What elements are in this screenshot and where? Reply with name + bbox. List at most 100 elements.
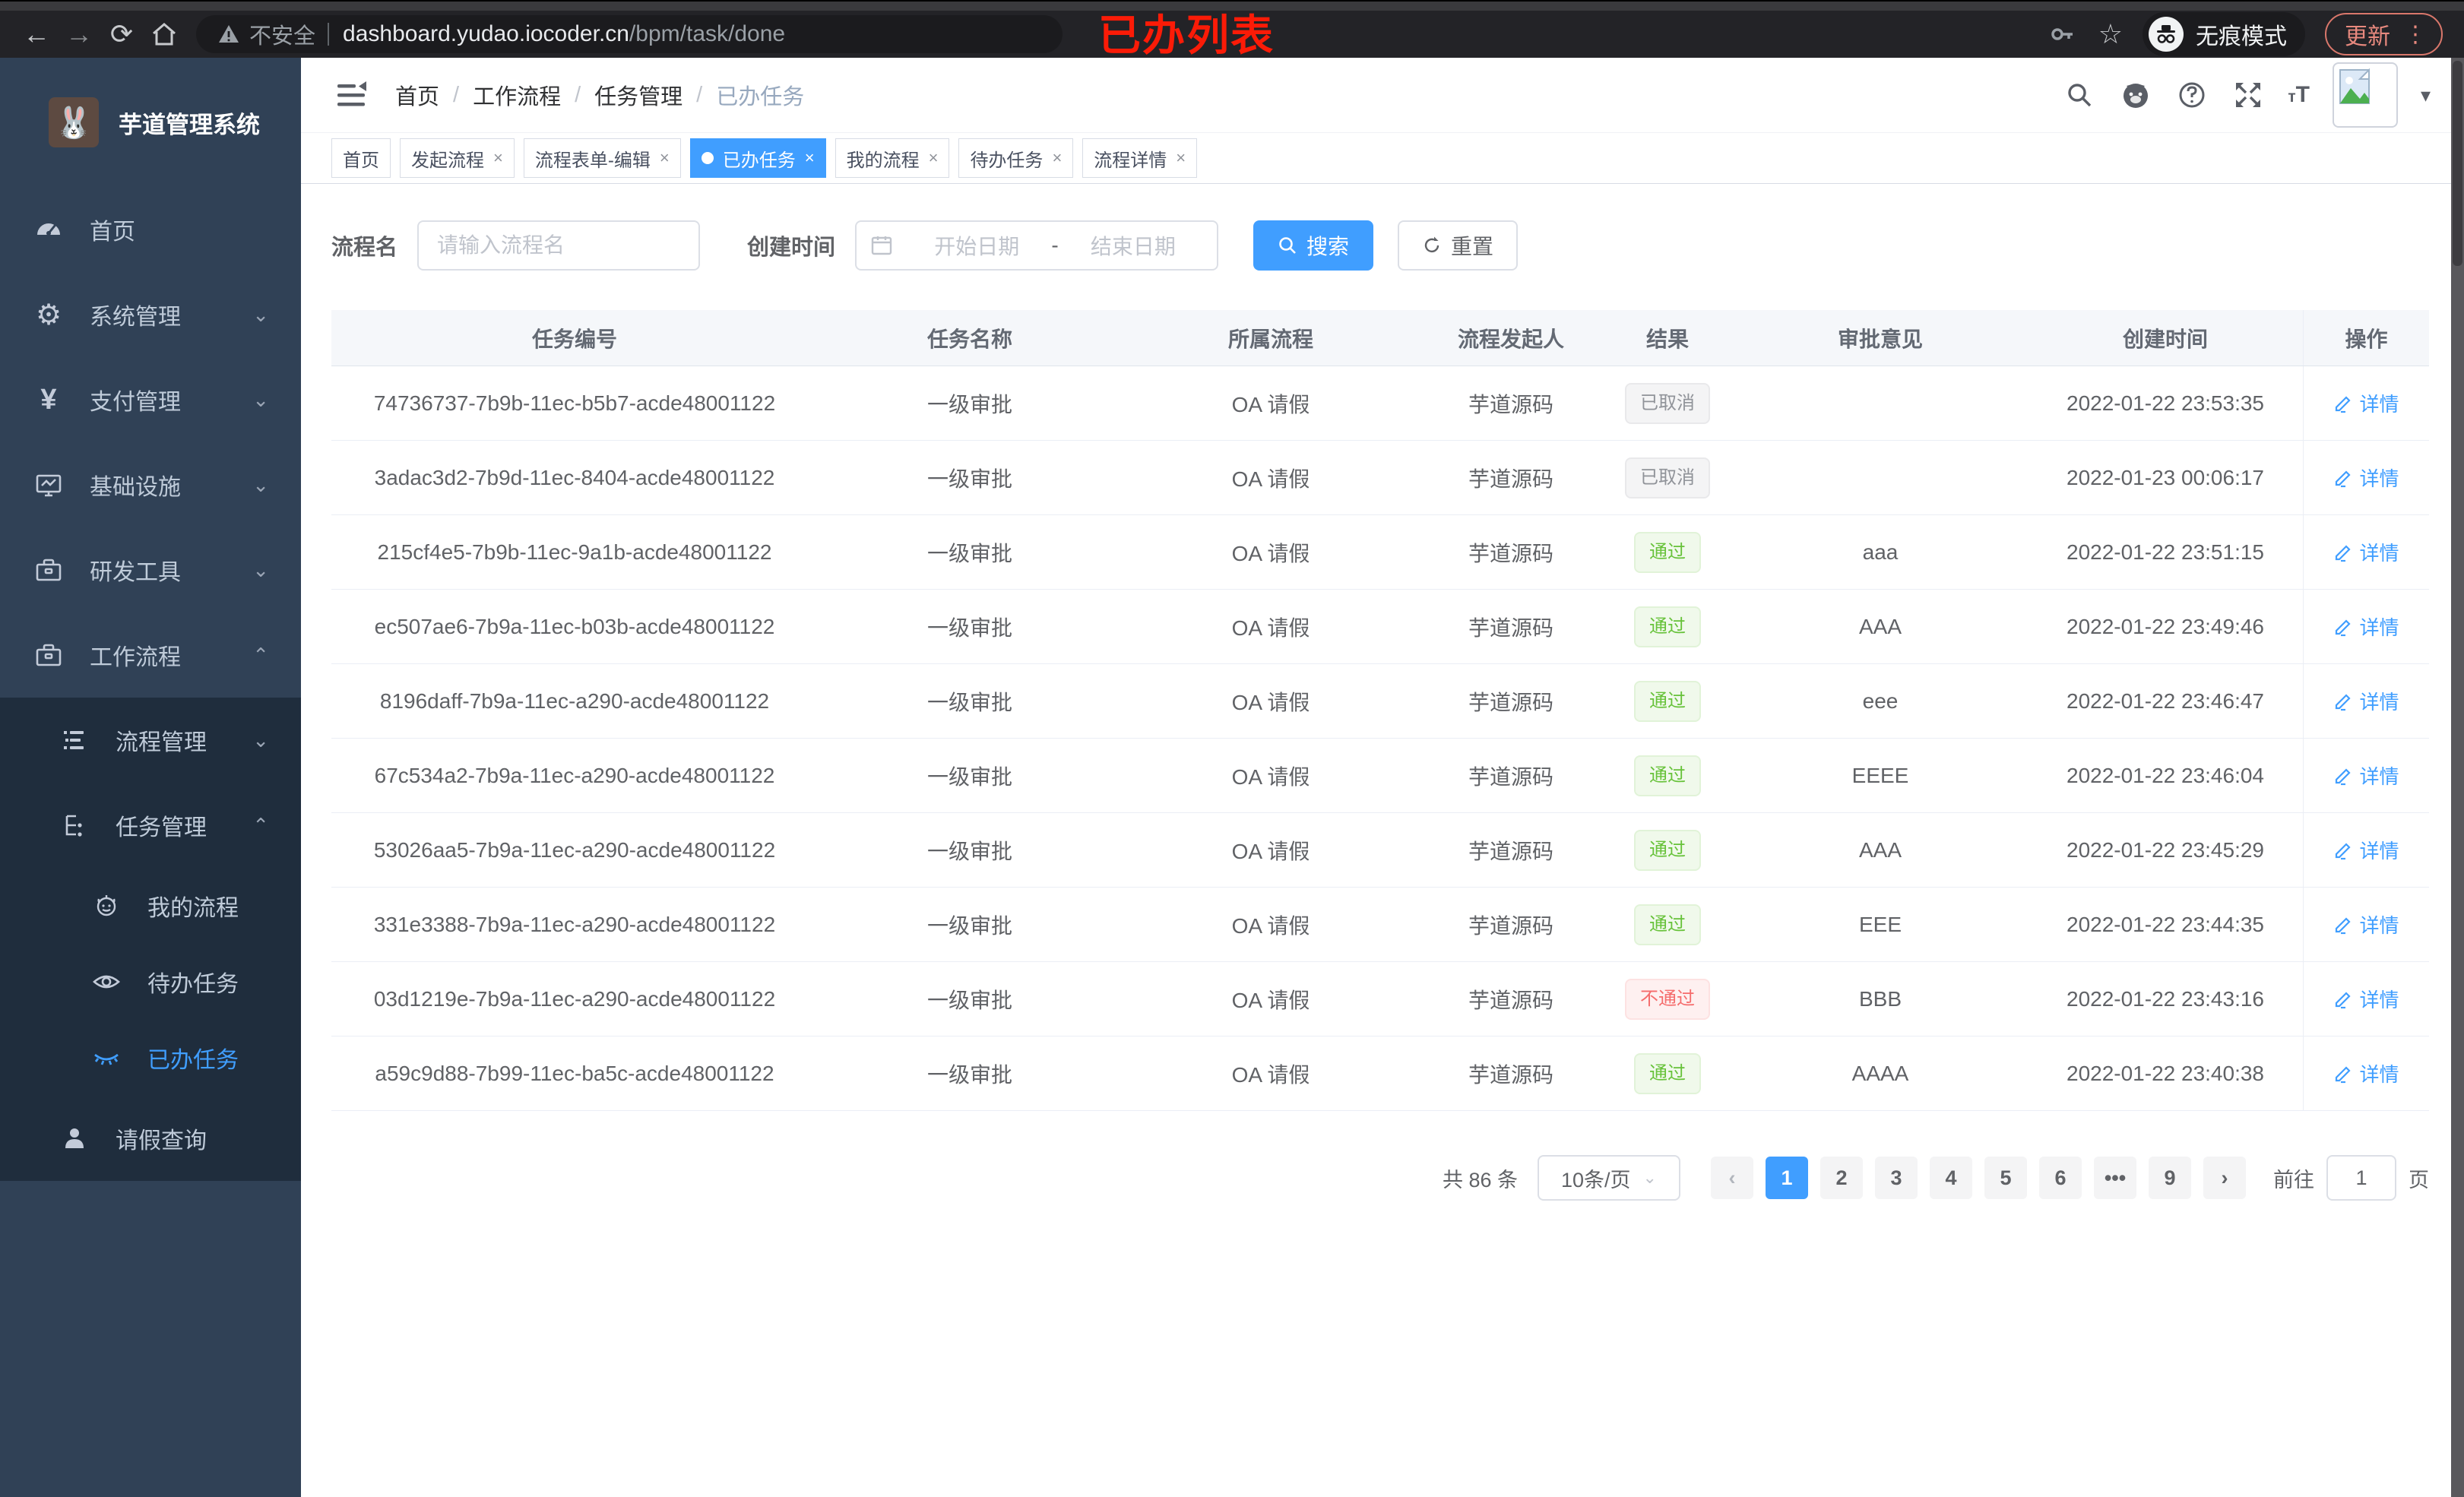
workflow-icon [33, 641, 64, 669]
cell-task-id: a59c9d88-7b99-11ec-ba5c-acde48001122 [375, 1061, 774, 1085]
browser-forward-icon[interactable]: → [65, 18, 93, 49]
detail-link[interactable]: 详情 [2333, 761, 2399, 790]
cell-actions: 详情 [2303, 366, 2429, 440]
pager-page-button[interactable]: 2 [1820, 1157, 1863, 1199]
close-icon[interactable]: × [493, 148, 503, 167]
browser-reload-icon[interactable]: ⟳ [109, 18, 134, 49]
process-name-input[interactable] [417, 220, 701, 271]
detail-link[interactable]: 详情 [2333, 687, 2399, 715]
cell-result: 通过 [1602, 531, 1733, 573]
table-row[interactable]: 3adac3d2-7b9d-11ec-8404-acde48001122 一级审… [331, 441, 2429, 515]
table-row[interactable]: 67c534a2-7b9a-11ec-a290-acde48001122 一级审… [331, 739, 2429, 813]
result-tag: 通过 [1634, 606, 1701, 647]
tab-process-detail[interactable]: 流程详情 × [1082, 138, 1198, 178]
update-button[interactable]: 更新 ⋮ [2325, 13, 2443, 55]
detail-link[interactable]: 详情 [2333, 389, 2399, 417]
hamburger-icon[interactable] [334, 78, 368, 112]
page-jump-input[interactable] [2326, 1155, 2396, 1201]
date-range-picker[interactable]: 开始日期 - 结束日期 [855, 220, 1219, 271]
detail-link[interactable]: 详情 [2333, 985, 2399, 1013]
pager-page-button[interactable]: 5 [1984, 1157, 2027, 1199]
app-title: 芋道管理系统 [119, 111, 260, 138]
search-icon[interactable] [2063, 78, 2096, 112]
table-row[interactable]: 53026aa5-7b9a-11ec-a290-acde48001122 一级审… [331, 813, 2429, 888]
detail-link[interactable]: 详情 [2333, 910, 2399, 938]
breadcrumb-home[interactable]: 首页 [395, 85, 440, 109]
table-row[interactable]: ec507ae6-7b9a-11ec-b03b-acde48001122 一级审… [331, 590, 2429, 664]
fullscreen-icon[interactable] [2231, 78, 2265, 112]
table-row[interactable]: 74736737-7b9b-11ec-b5b7-acde48001122 一级审… [331, 366, 2429, 441]
edit-pencil-icon [2336, 991, 2352, 1008]
close-icon[interactable]: × [928, 148, 939, 167]
bookmark-star-icon[interactable]: ☆ [2098, 18, 2123, 49]
page-size-value: 10条/页 [1561, 1168, 1631, 1192]
pager-next-button[interactable]: › [2203, 1157, 2246, 1199]
tab-form-edit[interactable]: 流程表单-编辑 × [523, 138, 681, 178]
search-button[interactable]: 搜索 [1253, 220, 1374, 271]
pager-page-button[interactable]: 3 [1875, 1157, 1918, 1199]
detail-link[interactable]: 详情 [2333, 1059, 2399, 1087]
sidebar-item-home[interactable]: 首页 [0, 187, 301, 272]
table-row[interactable]: a59c9d88-7b99-11ec-ba5c-acde48001122 一级审… [331, 1037, 2429, 1111]
sidebar-item-process-mgmt[interactable]: 流程管理 ⌄ [0, 698, 301, 783]
tab-start-process[interactable]: 发起流程 × [400, 138, 515, 178]
pager-page-button[interactable]: 1 [1766, 1157, 1808, 1199]
close-icon[interactable]: × [659, 148, 670, 167]
pager-more-button[interactable]: ••• [2094, 1157, 2136, 1199]
pager-page-button[interactable]: 9 [2149, 1157, 2191, 1199]
key-icon[interactable] [2045, 17, 2079, 51]
sidebar-item-workflow[interactable]: 工作流程 ⌃ [0, 612, 301, 698]
browser-home-icon[interactable] [143, 21, 185, 48]
page-size-select[interactable]: 10条/页 ⌄ [1538, 1155, 1680, 1201]
sidebar-item-label: 系统管理 [90, 305, 181, 330]
sidebar-item-system[interactable]: ⚙ 系统管理 ⌄ [0, 272, 301, 357]
breadcrumb-workflow[interactable]: 工作流程 [473, 85, 562, 109]
close-icon[interactable]: × [1176, 148, 1186, 167]
sidebar-item-done-tasks[interactable]: 已办任务 [0, 1020, 301, 1096]
close-icon[interactable]: × [1052, 148, 1063, 167]
red-annotation-label: 已办列表 [1098, 11, 1275, 59]
sidebar-item-leave-query[interactable]: 请假查询 [0, 1096, 301, 1181]
tab-todo-tasks[interactable]: 待办任务 × [958, 138, 1074, 178]
sidebar-item-my-process[interactable]: 我的流程 [0, 868, 301, 944]
tab-done-tasks[interactable]: 已办任务 × [689, 138, 826, 178]
detail-link[interactable]: 详情 [2333, 464, 2399, 492]
tab-home[interactable]: 首页 [331, 138, 391, 178]
pager-page-button[interactable]: 6 [2039, 1157, 2082, 1199]
table-row[interactable]: 215cf4e5-7b9b-11ec-9a1b-acde48001122 一级审… [331, 515, 2429, 590]
font-size-icon[interactable]: тT [2288, 82, 2310, 107]
pager-page-button[interactable]: 4 [1930, 1157, 1972, 1199]
browser-scrollbar[interactable] [2451, 58, 2464, 1497]
sidebar-item-payment[interactable]: ¥ 支付管理 ⌄ [0, 357, 301, 442]
avatar[interactable] [2332, 62, 2398, 128]
sidebar-item-infra[interactable]: 基础设施 ⌄ [0, 442, 301, 527]
column-header: 创建时间 [2122, 327, 2208, 351]
tab-my-process[interactable]: 我的流程 × [835, 138, 950, 178]
browser-menu-kebab-icon[interactable]: ⋮ [2404, 21, 2428, 47]
app-logo-row[interactable]: 🐰 芋道管理系统 [0, 58, 301, 187]
cell-task-id: 8196daff-7b9a-11ec-a290-acde48001122 [379, 688, 770, 713]
chevron-down-icon: ⌄ [252, 388, 269, 411]
scrollbar-thumb[interactable] [2453, 61, 2462, 266]
github-icon[interactable] [2119, 78, 2152, 112]
url-bar[interactable]: 不安全 dashboard.yudao.iocoder.cn/bpm/task/… [196, 15, 1063, 53]
table-row[interactable]: 03d1219e-7b9a-11ec-a290-acde48001122 一级审… [331, 962, 2429, 1037]
sidebar-item-task-mgmt[interactable]: 任务管理 ⌃ [0, 783, 301, 868]
breadcrumb-task-mgmt[interactable]: 任务管理 [594, 85, 683, 109]
table-row[interactable]: 331e3388-7b9a-11ec-a290-acde48001122 一级审… [331, 888, 2429, 962]
detail-link[interactable]: 详情 [2333, 538, 2399, 566]
detail-link[interactable]: 详情 [2333, 836, 2399, 864]
pager-prev-button[interactable]: ‹ [1711, 1157, 1753, 1199]
table-row[interactable]: 8196daff-7b9a-11ec-a290-acde48001122 一级审… [331, 664, 2429, 739]
browser-back-icon[interactable]: ← [23, 18, 50, 49]
close-icon[interactable]: × [804, 148, 815, 167]
sidebar-item-devtools[interactable]: 研发工具 ⌄ [0, 527, 301, 612]
help-icon[interactable] [2175, 78, 2209, 112]
caret-down-icon[interactable]: ▾ [2420, 83, 2431, 106]
cell-create-time: 2022-01-22 23:46:04 [2067, 763, 2264, 787]
done-task-table: 任务编号 任务名称 所属流程 流程发起人 结果 审批意见 创建时间 操作 747… [331, 310, 2429, 1111]
detail-link[interactable]: 详情 [2333, 612, 2399, 641]
reset-button[interactable]: 重置 [1398, 220, 1519, 271]
sidebar-item-todo-tasks[interactable]: 待办任务 [0, 944, 301, 1020]
cell-starter: 芋道源码 [1468, 913, 1553, 938]
